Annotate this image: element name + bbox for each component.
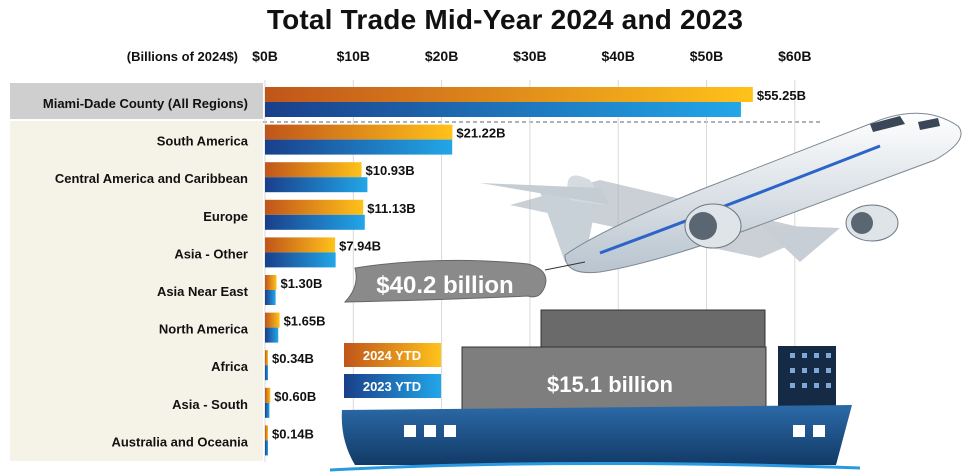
region-label-panel [10, 121, 263, 461]
highlight-row-panel [10, 83, 263, 119]
category-label: Europe [203, 209, 248, 224]
category-label: Africa [211, 359, 249, 374]
bar-2024 [265, 425, 268, 441]
category-label: Asia - South [172, 397, 248, 412]
air-trade-value: $40.2 billion [376, 272, 513, 299]
x-tick-label: $50B [690, 48, 723, 64]
bar-2023 [265, 102, 741, 117]
bar-2023 [265, 252, 336, 268]
data-label-2024: $55.25B [757, 88, 806, 103]
bar-2023 [265, 214, 365, 230]
bar-2023 [265, 402, 270, 418]
data-label-2024: $1.30B [280, 276, 322, 291]
data-label-2024: $0.34B [272, 351, 314, 366]
data-label-2024: $10.93B [366, 163, 415, 178]
air-trade-banner: $40.2 billion [343, 259, 586, 303]
bar-2023 [265, 365, 268, 381]
bar-2024 [265, 162, 362, 178]
legend-swatch-2024 [344, 343, 441, 367]
bar-2023 [265, 327, 279, 343]
data-label-2024: $0.60B [274, 389, 316, 404]
unit-label: (Billions of 2024$) [127, 49, 238, 64]
category-label: Australia and Oceania [111, 434, 248, 449]
legend: 2024 YTD 2023 YTD [344, 343, 441, 398]
bar-2023 [265, 177, 368, 193]
category-label: South America [157, 134, 249, 149]
x-tick-label: $10B [337, 48, 370, 64]
chart-title: Total Trade Mid-Year 2024 and 2023 [266, 4, 744, 35]
sea-trade-value: $15.1 billion [547, 372, 673, 397]
x-tick-label: $30B [513, 48, 546, 64]
bar-2023 [265, 290, 276, 305]
bar-2024 [265, 87, 753, 102]
x-tick-label: $0B [252, 48, 278, 64]
category-label: Asia Near East [157, 284, 249, 299]
x-tick-label: $60B [778, 48, 811, 64]
bar-2023 [265, 440, 268, 456]
data-label-2024: $7.94B [339, 238, 381, 253]
legend-label-2023: 2023 YTD [363, 379, 421, 394]
category-label: Central America and Caribbean [55, 171, 248, 186]
legend-swatch-2023 [344, 374, 441, 398]
category-label: Asia - Other [174, 246, 248, 261]
x-tick-label: $40B [601, 48, 634, 64]
data-label-2024: $0.14B [272, 426, 314, 441]
bar-2024 [265, 199, 364, 215]
bar-2024 [265, 237, 336, 253]
legend-label-2024: 2024 YTD [363, 348, 421, 363]
data-label-2024: $1.65B [284, 314, 326, 329]
bar-2023 [265, 139, 453, 155]
data-label-2024: $21.22B [456, 126, 505, 141]
airplane-icon [480, 112, 962, 274]
data-label-2024: $11.13B [367, 201, 415, 216]
bar-2024 [265, 275, 277, 290]
bar-2024 [265, 124, 453, 140]
category-label: Miami-Dade County (All Regions) [43, 96, 248, 111]
x-tick-label: $20B [425, 48, 458, 64]
bar-2024 [265, 312, 280, 328]
category-label: North America [159, 322, 249, 337]
cargo-ship-icon: $15.1 billion [329, 309, 861, 472]
bar-2024 [265, 387, 271, 403]
bar-2024 [265, 350, 269, 366]
